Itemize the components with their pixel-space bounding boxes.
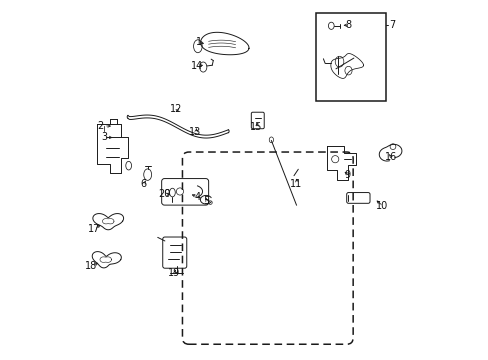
Text: 3: 3 bbox=[101, 132, 107, 142]
Text: 16: 16 bbox=[384, 152, 396, 162]
Text: 1: 1 bbox=[196, 37, 202, 47]
Text: 10: 10 bbox=[376, 201, 388, 211]
Text: 15: 15 bbox=[249, 122, 262, 132]
Text: 14: 14 bbox=[191, 60, 203, 71]
Text: 6: 6 bbox=[140, 179, 146, 189]
Text: 12: 12 bbox=[170, 104, 182, 114]
Text: 19: 19 bbox=[168, 268, 180, 278]
Text: 8: 8 bbox=[345, 20, 351, 30]
Text: 5: 5 bbox=[203, 196, 209, 206]
Text: 7: 7 bbox=[388, 20, 395, 30]
Bar bbox=[316, 13, 386, 101]
Text: 4: 4 bbox=[194, 192, 200, 202]
Text: 13: 13 bbox=[189, 127, 201, 137]
Text: 17: 17 bbox=[87, 224, 100, 234]
Text: 11: 11 bbox=[290, 179, 302, 189]
Text: 9: 9 bbox=[343, 170, 349, 180]
Text: 20: 20 bbox=[158, 189, 170, 199]
Text: 2: 2 bbox=[97, 121, 103, 131]
Text: 18: 18 bbox=[85, 261, 97, 271]
